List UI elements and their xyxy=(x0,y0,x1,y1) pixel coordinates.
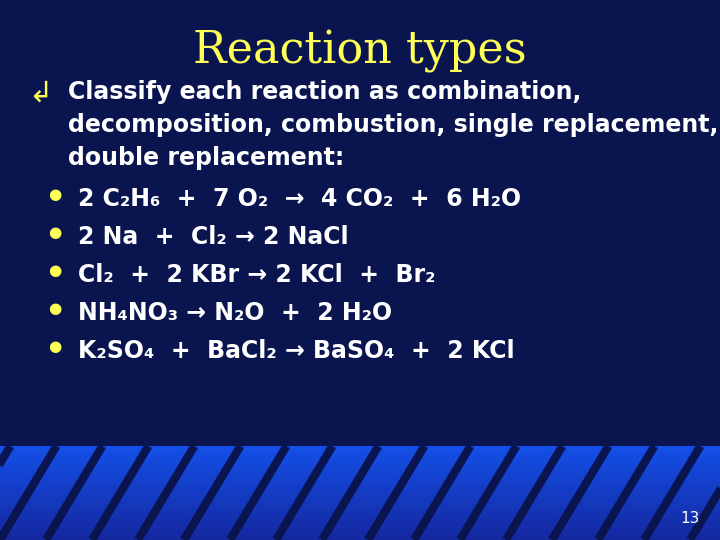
Text: Cl₂  +  2 KBr → 2 KCl  +  Br₂: Cl₂ + 2 KBr → 2 KCl + Br₂ xyxy=(78,263,436,287)
Text: 2 C₂H₆  +  7 O₂  →  4 CO₂  +  6 H₂O: 2 C₂H₆ + 7 O₂ → 4 CO₂ + 6 H₂O xyxy=(78,187,521,211)
Text: decomposition, combustion, single replacement, or: decomposition, combustion, single replac… xyxy=(68,113,720,137)
Text: ●: ● xyxy=(48,263,62,278)
Text: ●: ● xyxy=(48,301,62,316)
Text: Classify each reaction as combination,: Classify each reaction as combination, xyxy=(68,80,581,104)
Text: double replacement:: double replacement: xyxy=(68,146,344,170)
Text: K₂SO₄  +  BaCl₂ → BaSO₄  +  2 KCl: K₂SO₄ + BaCl₂ → BaSO₄ + 2 KCl xyxy=(78,339,515,363)
Text: 13: 13 xyxy=(680,511,700,526)
Text: NH₄NO₃ → N₂O  +  2 H₂O: NH₄NO₃ → N₂O + 2 H₂O xyxy=(78,301,392,325)
Text: Reaction types: Reaction types xyxy=(193,30,527,73)
Text: ●: ● xyxy=(48,187,62,202)
Text: ●: ● xyxy=(48,339,62,354)
Text: 2 Na  +  Cl₂ → 2 NaCl: 2 Na + Cl₂ → 2 NaCl xyxy=(78,225,348,249)
Text: ↲: ↲ xyxy=(28,80,53,108)
Text: ●: ● xyxy=(48,225,62,240)
